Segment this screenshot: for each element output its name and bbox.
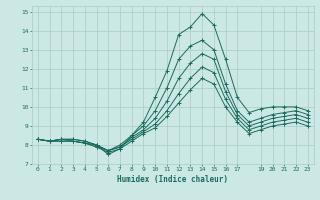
X-axis label: Humidex (Indice chaleur): Humidex (Indice chaleur) xyxy=(117,175,228,184)
